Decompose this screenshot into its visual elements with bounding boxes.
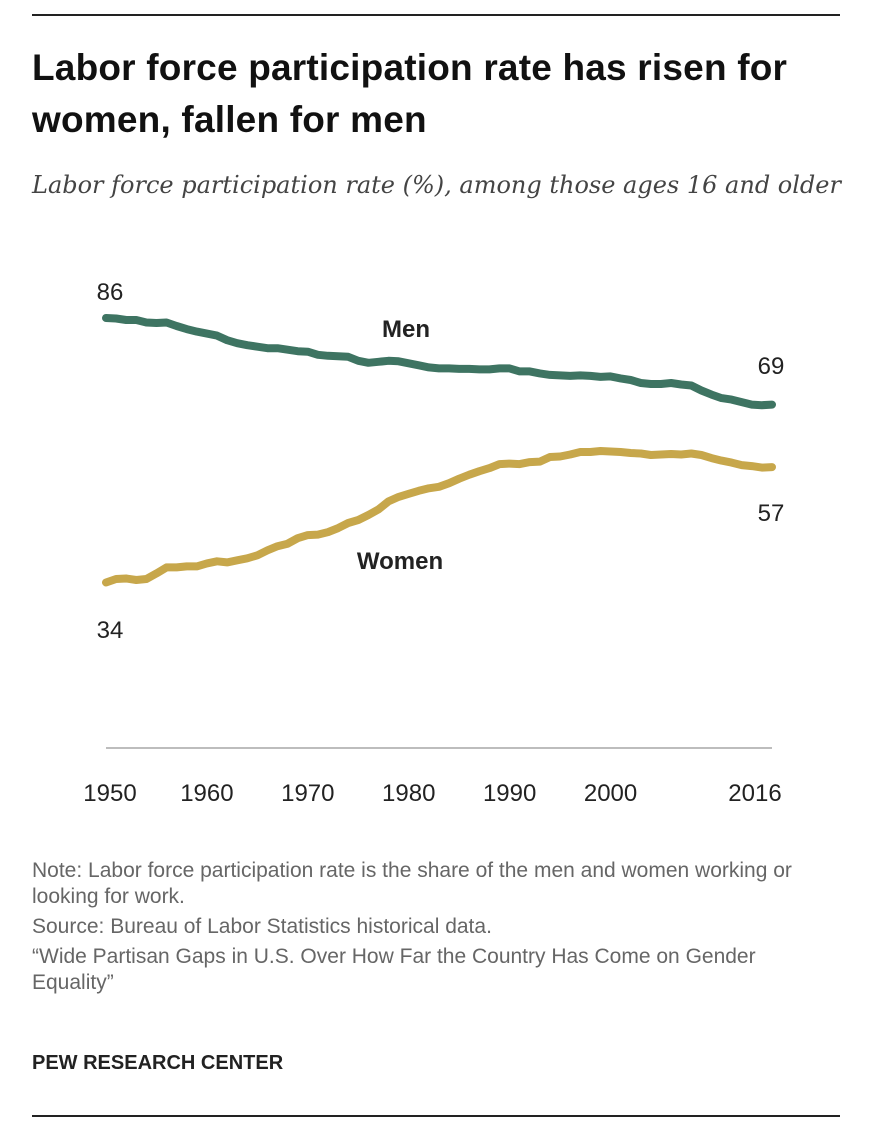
pew-research-center-logo: PEW RESEARCH CENTER <box>32 1052 284 1074</box>
series-line-women <box>102 447 776 587</box>
data-label-women-start: 34 <box>97 617 124 644</box>
chart-subtitle: Labor force participation rate (%), amon… <box>32 171 841 199</box>
series-label-women: Women <box>357 548 443 575</box>
data-label-men-end: 69 <box>758 353 785 380</box>
x-tick-label-1990: 1990 <box>483 780 536 807</box>
chart-title: Labor force participation rate has risen… <box>32 47 788 140</box>
x-tick-label-2000: 2000 <box>584 780 637 807</box>
x-tick-label-1980: 1980 <box>382 780 435 807</box>
data-label-men-start: 86 <box>97 279 124 306</box>
notes-block: Note: Labor force participation rate is … <box>32 858 842 996</box>
x-tick-label-1960: 1960 <box>180 780 233 807</box>
series-line-men <box>102 314 776 410</box>
x-tick-label-2016: 2016 <box>728 780 781 807</box>
series-label-men: Men <box>382 316 430 343</box>
data-label-women-end: 57 <box>758 500 785 527</box>
note-text: Note: Labor force participation rate is … <box>32 859 792 908</box>
x-tick-label-1970: 1970 <box>281 780 334 807</box>
top-rule <box>32 14 840 16</box>
report-text: “Wide Partisan Gaps in U.S. Over How Far… <box>32 945 756 994</box>
line-chart: 1950 1960 1970 1980 1990 2000 2016 Men 86 69 Women… <box>83 279 785 807</box>
source-text: Source: Bureau of Labor Statistics histo… <box>32 915 492 938</box>
bottom-rule <box>32 1115 840 1117</box>
x-tick-label-1950: 1950 <box>83 780 136 807</box>
